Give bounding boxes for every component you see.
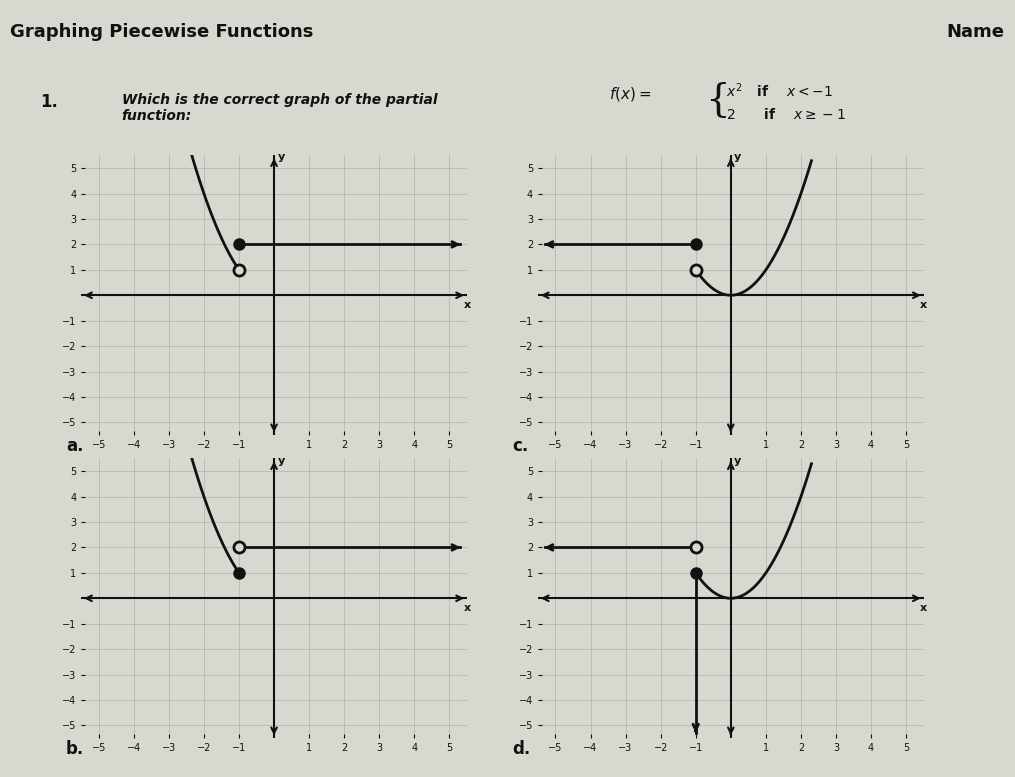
Text: c.: c. [513, 437, 529, 455]
Text: {: { [705, 82, 730, 119]
Text: 1.: 1. [41, 93, 59, 111]
Text: $2$      if    $x \geq -1$: $2$ if $x \geq -1$ [726, 107, 845, 122]
Text: b.: b. [66, 740, 84, 758]
Text: x: x [921, 300, 928, 310]
Text: Graphing Piecewise Functions: Graphing Piecewise Functions [10, 23, 314, 41]
Text: $f(x) =$: $f(x) =$ [609, 85, 652, 103]
Text: x: x [921, 603, 928, 613]
Text: Name: Name [947, 23, 1005, 41]
Text: y: y [277, 455, 285, 465]
Text: x: x [464, 603, 471, 613]
Text: d.: d. [513, 740, 531, 758]
Text: a.: a. [66, 437, 83, 455]
Text: $x^2$   if    $x < -1$: $x^2$ if $x < -1$ [726, 82, 832, 100]
Text: Which is the correct graph of the partial
function:: Which is the correct graph of the partia… [122, 93, 437, 124]
Text: x: x [464, 300, 471, 310]
Text: y: y [734, 455, 742, 465]
Text: y: y [277, 152, 285, 162]
Text: y: y [734, 152, 742, 162]
